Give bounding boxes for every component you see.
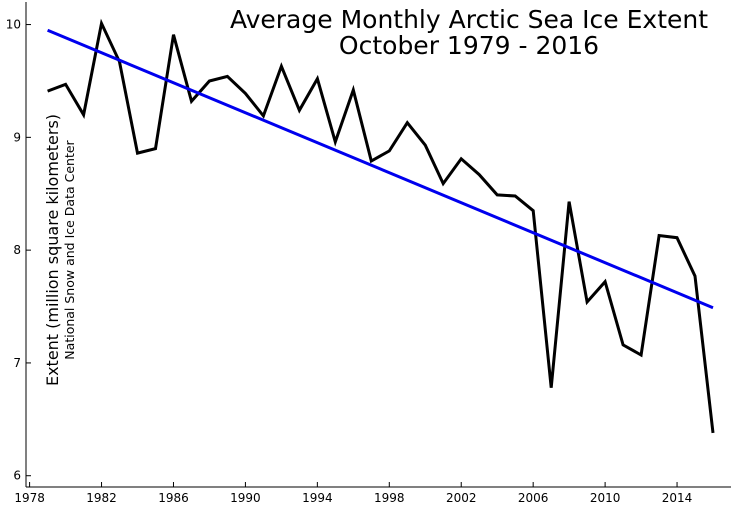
x-tick-label: 2010 bbox=[590, 491, 621, 505]
chart-title-line-1: Average Monthly Arctic Sea Ice Extent bbox=[230, 5, 708, 34]
x-tick-label: 1998 bbox=[374, 491, 405, 505]
series-line-trend bbox=[47, 28, 714, 310]
source-note: National Snow and Ice Data Center bbox=[62, 139, 77, 359]
series-group bbox=[47, 18, 715, 434]
x-tick-label: 2002 bbox=[446, 491, 477, 505]
y-tick-label: 7 bbox=[13, 356, 21, 370]
y-tick-label: 6 bbox=[13, 469, 21, 483]
y-tick-label: 8 bbox=[13, 243, 21, 257]
series-line-extent bbox=[47, 18, 715, 434]
x-tick-label: 1982 bbox=[86, 491, 117, 505]
x-tick-label: 1994 bbox=[302, 491, 333, 505]
x-tick-label: 2006 bbox=[518, 491, 549, 505]
x-tick-label: 2014 bbox=[662, 491, 693, 505]
tick-group: 1978 1982 1986 1990 1994 1998 2002 2006 2010 2014… bbox=[6, 18, 693, 505]
y-axis-label: Extent (million square kilometers) bbox=[43, 114, 62, 386]
y-tick-label: 9 bbox=[13, 130, 21, 144]
y-tick-label: 10 bbox=[6, 18, 21, 32]
x-tick-label: 1990 bbox=[230, 491, 261, 505]
x-tick-label: 1978 bbox=[14, 491, 45, 505]
x-tick-label: 1986 bbox=[158, 491, 189, 505]
chart-title-line-2: October 1979 - 2016 bbox=[339, 31, 599, 60]
